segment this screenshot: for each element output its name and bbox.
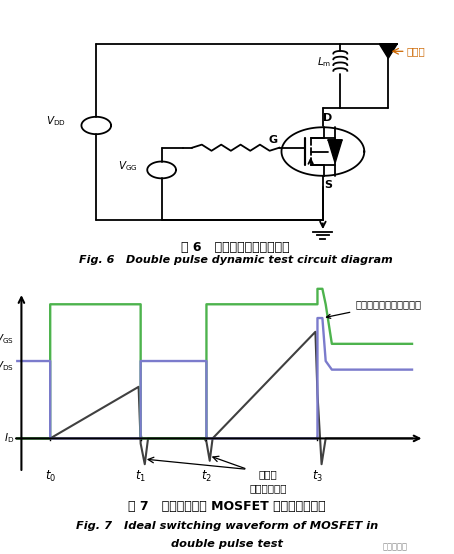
Text: $I_{\rm D}$: $I_{\rm D}$ (4, 432, 14, 445)
Text: G: G (268, 135, 277, 145)
Text: 二极管: 二极管 (259, 469, 277, 479)
Text: D: D (324, 112, 333, 122)
Text: 反向恢复电流: 反向恢复电流 (249, 483, 287, 493)
Text: $t_1$: $t_1$ (135, 469, 146, 484)
Text: 图 7   双脉冲试验中 MOSFET 的理想开关波形: 图 7 双脉冲试验中 MOSFET 的理想开关波形 (128, 500, 326, 514)
Text: Fig. 6   Double pulse dynamic test circuit diagram: Fig. 6 Double pulse dynamic test circuit… (79, 255, 393, 265)
Text: $t_2$: $t_2$ (201, 469, 212, 484)
Text: 二极管: 二极管 (407, 47, 425, 57)
Text: $V_{\rm GS}$: $V_{\rm GS}$ (0, 332, 14, 346)
Text: Fig. 7   Ideal switching waveform of MOSFET in: Fig. 7 Ideal switching waveform of MOSFE… (76, 521, 378, 531)
Text: 图 6   双脉冲动态测试电路图: 图 6 双脉冲动态测试电路图 (182, 241, 290, 254)
Text: double pulse test: double pulse test (171, 539, 283, 549)
Text: $V_{\rm DS}$: $V_{\rm DS}$ (0, 360, 14, 373)
Text: $t_3$: $t_3$ (312, 469, 323, 484)
Text: $V_{\rm DD}$: $V_{\rm DD}$ (46, 115, 66, 129)
Text: 杂散电感产生的电压尖峰: 杂散电感产生的电压尖峰 (326, 299, 421, 319)
Text: 半导体在线: 半导体在线 (382, 542, 408, 551)
Polygon shape (380, 44, 397, 58)
Text: $t_0$: $t_0$ (44, 469, 56, 484)
Text: $V_{\rm GG}$: $V_{\rm GG}$ (118, 159, 138, 173)
Polygon shape (328, 140, 342, 163)
Text: S: S (324, 181, 332, 191)
Text: $L_{\rm m}$: $L_{\rm m}$ (316, 55, 331, 69)
